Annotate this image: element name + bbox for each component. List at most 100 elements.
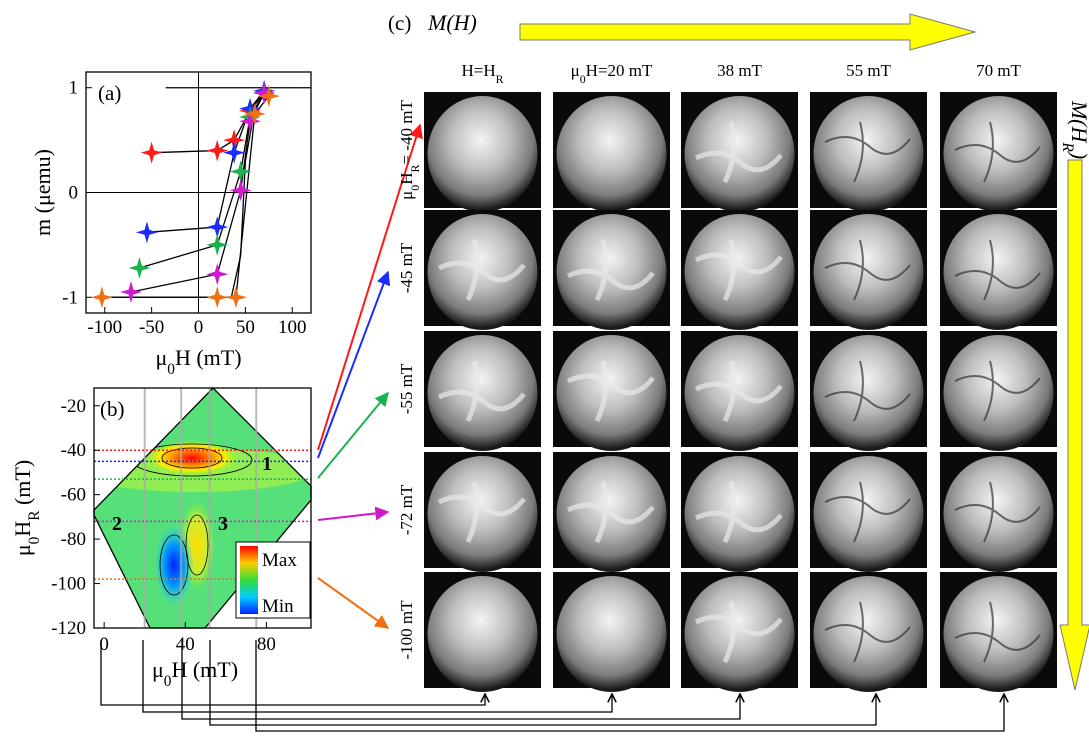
domain-image [553, 452, 670, 572]
x-tick-label: -100 [87, 317, 122, 338]
text-part: = -40 mT [397, 100, 416, 165]
text-part: H (mT) [175, 345, 242, 370]
subscript: R [1060, 141, 1077, 152]
domain-image [810, 572, 927, 692]
arrow-label: M(HR) [1060, 100, 1089, 159]
domain-image [940, 92, 1057, 212]
subscript: R [496, 72, 504, 86]
arrow [318, 272, 388, 458]
domain-image [424, 92, 541, 212]
panel-label: (b) [100, 397, 125, 421]
x-tick-label: 100 [278, 317, 307, 338]
star-marker [136, 221, 158, 243]
text-part: H=20 mT [586, 61, 653, 80]
text-part: -100 mT [397, 600, 416, 660]
x-axis-label: μ0H (mT) [155, 345, 241, 378]
y-tick-label: -1 [62, 287, 78, 308]
star-marker [230, 179, 252, 201]
image-disk [428, 456, 538, 572]
star-marker [206, 286, 228, 308]
domain-image [424, 572, 541, 692]
star-marker [206, 140, 228, 162]
subscript: R [408, 164, 422, 172]
y-tick-label: -100 [51, 574, 86, 595]
domain-image [681, 92, 798, 212]
domain-image [553, 210, 670, 330]
text-part: -72 mT [397, 484, 416, 535]
domain-image [940, 210, 1057, 330]
domain-image [424, 452, 541, 572]
image-disk [814, 456, 924, 572]
domain-image [810, 331, 927, 451]
domain-image [940, 331, 1057, 451]
image-disk [685, 214, 795, 330]
domain-image [681, 331, 798, 451]
content: -100 -50 0 50 100 -1 0 1 (a) μ0H (mT) m (μemu) 0 40 8… [10, 10, 1089, 692]
map-peak [144, 440, 240, 476]
arrow [318, 578, 388, 628]
star-marker [128, 257, 150, 279]
text-part: (mT) [10, 460, 35, 511]
text-part: ) [1067, 150, 1089, 159]
panel-label: (c) [388, 11, 411, 35]
y-axis-label: m (μemu) [30, 149, 55, 236]
image-disk [944, 335, 1054, 451]
x-tick-label: 40 [176, 634, 195, 655]
star-marker [225, 286, 247, 308]
x-tick-label: 80 [257, 634, 276, 655]
column-header: 70 mT [976, 61, 1021, 80]
domain-image [810, 452, 927, 572]
image-disk [557, 335, 667, 451]
domain-image [553, 572, 670, 692]
text-part: -45 mT [397, 242, 416, 293]
figure: -100 -50 0 50 100 -1 0 1 (a) μ0H (mT) m (μemu) 0 40 8… [0, 0, 1089, 733]
star-marker [120, 281, 142, 303]
domain-image [940, 572, 1057, 692]
domain-image [810, 210, 927, 330]
x-tick-label: 0 [99, 634, 109, 655]
domain-image [810, 92, 927, 212]
x-tick-label: 50 [236, 317, 255, 338]
y-tick-label: -40 [61, 440, 86, 461]
column-header: H=HR [461, 61, 503, 86]
domain-image [681, 210, 798, 330]
panel-a: -100 -50 0 50 100 -1 0 1 (a) [62, 72, 311, 338]
star-marker [206, 234, 228, 256]
image-disk [814, 335, 924, 451]
colorbar-label: Min [262, 596, 294, 617]
y-tick-label: 1 [69, 78, 79, 99]
column-header: 55 mT [846, 61, 891, 80]
text-part: H [397, 172, 416, 184]
star-marker [258, 85, 280, 107]
image-disk [685, 576, 795, 692]
image-disk [944, 214, 1054, 330]
image-disk [557, 96, 667, 212]
panel-label: (a) [98, 81, 121, 105]
text-part: 70 mT [976, 61, 1021, 80]
x-tick-label: 0 [194, 317, 204, 338]
x-tick-label: -50 [139, 317, 164, 338]
domain-image [553, 92, 670, 212]
star-marker [91, 286, 113, 308]
text-part: μ [155, 345, 167, 370]
text-part: μ [10, 544, 35, 556]
h-arrow [520, 14, 975, 50]
arrow [318, 512, 388, 520]
row-header: -45 mT [397, 242, 416, 293]
arrow [318, 393, 388, 478]
row-header: μ0HR= -40 mT [397, 100, 422, 200]
row-header: -55 mT [397, 363, 416, 414]
row-header: -72 mT [397, 484, 416, 535]
colorbar-label: Max [262, 550, 297, 571]
text-part: μ [397, 191, 416, 200]
y-tick-label: -120 [51, 618, 86, 639]
domain-image [553, 331, 670, 451]
domain-image [940, 452, 1057, 572]
y-axis-label: μ0HR (mT) [10, 460, 43, 556]
domain-image [681, 452, 798, 572]
y-tick-label: 0 [69, 183, 79, 204]
y-tick-label: -60 [61, 485, 86, 506]
annotation: 2 [112, 513, 122, 535]
text-part: -55 mT [397, 363, 416, 414]
